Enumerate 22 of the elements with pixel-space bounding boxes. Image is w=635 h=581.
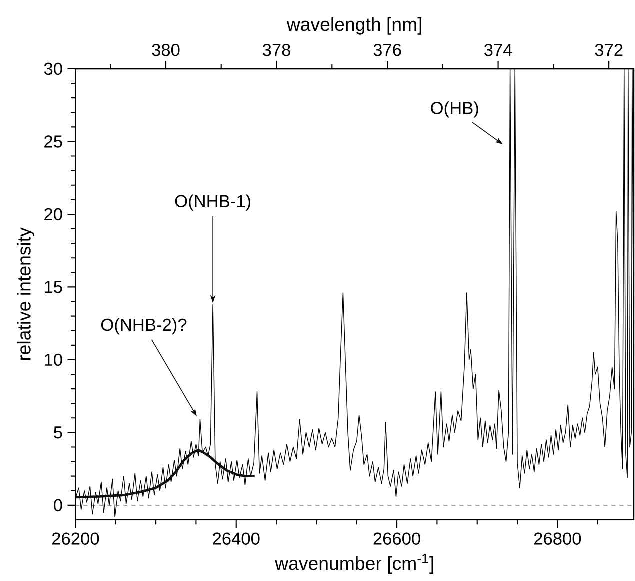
- annotation: O(HB): [431, 102, 478, 118]
- x-tick-label: 26800: [534, 532, 582, 545]
- y-axis-title: relative intensity: [17, 228, 35, 360]
- x2-tick-label: 380: [152, 44, 180, 56]
- y-tick-label: 10: [45, 354, 62, 366]
- x-tick-label: 26400: [213, 532, 260, 545]
- x-tick-label: 26600: [374, 532, 420, 545]
- annotation: O(NHB-2)?: [101, 318, 187, 335]
- y-tick-label: 15: [45, 281, 62, 294]
- y-tick-label: 20: [44, 208, 62, 221]
- x2-tick-label: 378: [262, 44, 290, 56]
- x-axis-title: wavenumber [cm$^{-1}$]: [275, 554, 434, 574]
- y-tick-label: 25: [44, 136, 62, 148]
- x2-axis-title: wavelength [nm]: [286, 17, 422, 35]
- y-tick-label: 5: [54, 426, 62, 439]
- x2-tick-label: 372: [595, 44, 623, 56]
- annotation: O(NHB-1): [175, 194, 251, 211]
- x-tick-label: 26200: [52, 532, 100, 545]
- x2-tick-label: 376: [374, 44, 402, 56]
- y-tick-label: 0: [54, 499, 62, 512]
- x2-tick-label: 374: [484, 44, 512, 56]
- y-tick-label: 30: [44, 62, 62, 76]
